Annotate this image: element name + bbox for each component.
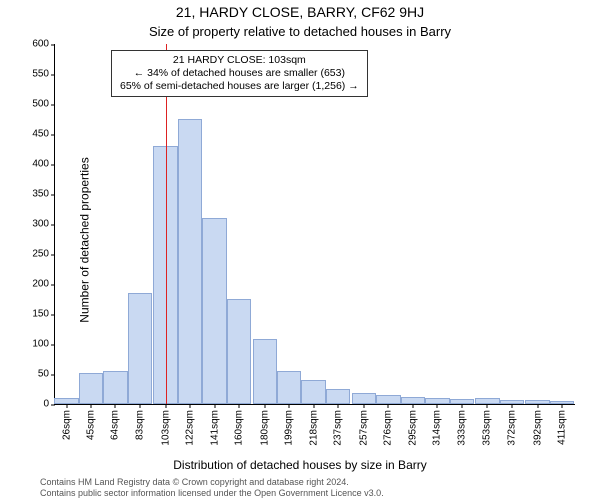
y-tick: 350	[32, 189, 55, 200]
x-tick: 180sqm	[259, 410, 270, 446]
histogram-bar	[103, 371, 127, 404]
y-tick: 550	[32, 69, 55, 80]
x-tick-mark	[289, 404, 290, 408]
histogram-bar	[525, 400, 549, 404]
histogram-bar	[425, 398, 449, 404]
y-tick: 450	[32, 129, 55, 140]
histogram-bar	[277, 371, 301, 404]
x-tick: 372sqm	[506, 410, 517, 446]
chart-subtitle: Size of property relative to detached ho…	[0, 24, 600, 39]
histogram-bar	[227, 299, 251, 404]
x-tick: 295sqm	[407, 410, 418, 446]
annotation-line1: 21 HARDY CLOSE: 103sqm	[120, 54, 359, 67]
x-tick: 64sqm	[110, 410, 121, 440]
y-tick: 150	[32, 309, 55, 320]
x-tick-mark	[264, 404, 265, 408]
x-tick-mark	[562, 404, 563, 408]
x-tick-mark	[91, 404, 92, 408]
annotation-line2: ← 34% of detached houses are smaller (65…	[120, 67, 359, 80]
y-tick: 250	[32, 249, 55, 260]
x-tick-mark	[511, 404, 512, 408]
x-tick-mark	[487, 404, 488, 408]
y-tick: 100	[32, 339, 55, 350]
y-tick: 200	[32, 279, 55, 290]
address-title: 21, HARDY CLOSE, BARRY, CF62 9HJ	[0, 4, 600, 20]
x-tick-mark	[437, 404, 438, 408]
x-tick-mark	[338, 404, 339, 408]
histogram-bar	[326, 389, 350, 404]
histogram-bar	[475, 398, 499, 404]
x-tick: 392sqm	[532, 410, 543, 446]
x-tick-mark	[388, 404, 389, 408]
annotation-line3: 65% of semi-detached houses are larger (…	[120, 80, 359, 93]
x-tick: 411sqm	[557, 410, 568, 445]
x-tick: 314sqm	[432, 410, 443, 446]
x-tick: 141sqm	[209, 410, 220, 446]
histogram-bar	[301, 380, 325, 404]
footer-line1: Contains HM Land Registry data © Crown c…	[40, 477, 384, 487]
histogram-bar	[54, 398, 78, 404]
x-tick-mark	[165, 404, 166, 408]
x-tick-mark	[139, 404, 140, 408]
histogram-bar	[352, 393, 376, 404]
histogram-bar	[550, 401, 574, 404]
x-tick: 353sqm	[482, 410, 493, 446]
y-tick: 0	[43, 399, 55, 410]
chart-container: 21, HARDY CLOSE, BARRY, CF62 9HJ Size of…	[0, 0, 600, 500]
y-tick: 400	[32, 159, 55, 170]
x-tick: 199sqm	[284, 410, 295, 446]
x-tick: 26sqm	[61, 410, 72, 440]
histogram-bar	[253, 339, 277, 404]
annotation-box: 21 HARDY CLOSE: 103sqm ← 34% of detached…	[111, 50, 368, 97]
x-tick-mark	[537, 404, 538, 408]
x-tick-mark	[412, 404, 413, 408]
x-tick: 333sqm	[456, 410, 467, 446]
x-tick-mark	[190, 404, 191, 408]
x-tick: 103sqm	[160, 410, 171, 446]
y-tick: 300	[32, 219, 55, 230]
x-tick-mark	[239, 404, 240, 408]
x-tick: 257sqm	[358, 410, 369, 446]
footer-attribution: Contains HM Land Registry data © Crown c…	[40, 477, 384, 498]
histogram-bar	[500, 400, 524, 404]
histogram-bar	[128, 293, 152, 404]
x-tick-mark	[66, 404, 67, 408]
x-tick: 122sqm	[185, 410, 196, 446]
x-tick: 45sqm	[86, 410, 97, 440]
x-tick-mark	[313, 404, 314, 408]
histogram-bar	[202, 218, 226, 404]
x-tick: 218sqm	[308, 410, 319, 446]
reference-line	[166, 44, 167, 404]
x-tick-mark	[363, 404, 364, 408]
x-tick-mark	[214, 404, 215, 408]
histogram-bar	[401, 397, 425, 404]
x-tick-mark	[115, 404, 116, 408]
plot-area: 21 HARDY CLOSE: 103sqm ← 34% of detached…	[54, 44, 575, 405]
histogram-bar	[376, 395, 400, 404]
footer-line2: Contains public sector information licen…	[40, 488, 384, 498]
histogram-bar	[79, 373, 103, 404]
y-tick: 600	[32, 39, 55, 50]
histogram-bar	[450, 399, 474, 404]
x-axis-label: Distribution of detached houses by size …	[0, 458, 600, 472]
y-tick: 500	[32, 99, 55, 110]
x-tick: 237sqm	[333, 410, 344, 446]
x-tick: 83sqm	[134, 410, 145, 440]
x-tick-mark	[461, 404, 462, 408]
x-tick: 160sqm	[234, 410, 245, 446]
x-tick: 276sqm	[383, 410, 394, 446]
histogram-bar	[178, 119, 202, 404]
y-tick: 50	[38, 369, 55, 380]
